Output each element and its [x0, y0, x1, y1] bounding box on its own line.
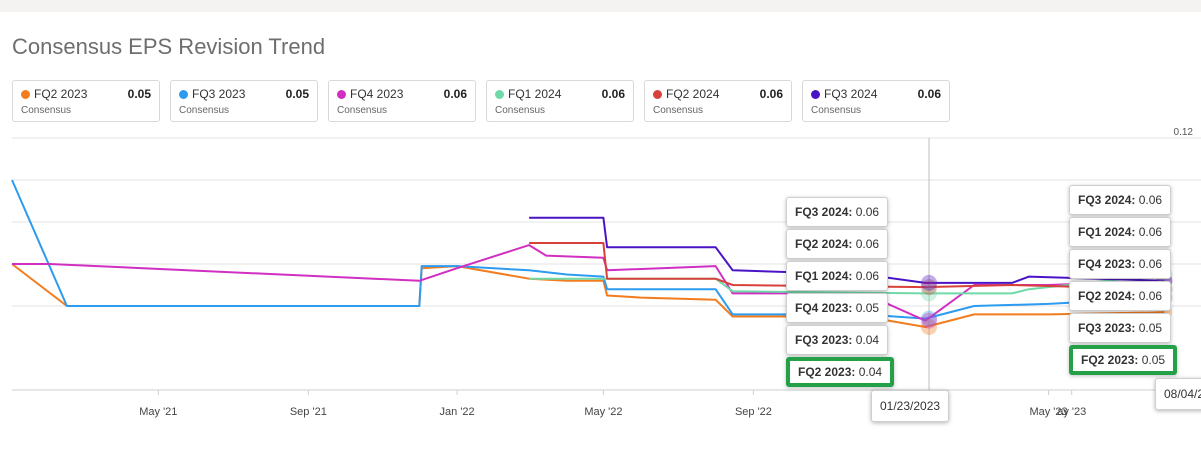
tooltip-row: FQ2 2024: 0.06: [1069, 281, 1172, 311]
legend-series-value: 0.06: [759, 87, 783, 101]
tooltip-row: FQ2 2023: 0.05: [1069, 345, 1178, 375]
legend-color-dot: [179, 90, 188, 99]
legend-color-dot: [495, 90, 504, 99]
tooltip-series-value: 0.05: [1138, 353, 1166, 367]
tooltip-row: FQ3 2023: 0.05: [1069, 313, 1172, 343]
legend-color-dot: [653, 90, 662, 99]
legend-series-value: 0.06: [917, 87, 941, 101]
hover-marker: [921, 279, 938, 296]
legend-item-fq2-2023[interactable]: FQ2 2023 0.05 Consensus: [12, 80, 160, 122]
tooltip-row: FQ1 2024: 0.06: [1069, 217, 1172, 247]
x-tick-label: Sep '21: [290, 406, 327, 418]
tooltip-series-value: 0.06: [1135, 193, 1163, 207]
legend-color-dot: [811, 90, 820, 99]
legend-series-value: 0.06: [601, 87, 625, 101]
hover-marker: [921, 312, 938, 329]
tooltip-series-value: 0.04: [852, 333, 880, 347]
legend-series-sub: Consensus: [21, 105, 72, 116]
legend-series-name: FQ2 2023: [34, 87, 88, 101]
tooltip-series-value: 0.06: [1135, 257, 1163, 271]
tooltip-series-value: 0.05: [852, 301, 880, 315]
hover-marker: [921, 310, 938, 327]
tooltip-row: FQ3 2023: 0.04: [786, 325, 889, 355]
tooltip-series-name: FQ2 2024:: [795, 237, 853, 251]
tooltip-series-name: FQ1 2024:: [795, 269, 853, 283]
tooltip-series-name: FQ3 2023:: [1078, 321, 1136, 335]
tooltip-series-name: FQ2 2023:: [1081, 353, 1139, 367]
tooltip-row: FQ2 2024: 0.06: [786, 229, 889, 259]
tooltip-row: FQ1 2024: 0.06: [786, 261, 889, 291]
legend-series-sub: Consensus: [653, 105, 704, 116]
tooltip-series-value: 0.06: [852, 269, 880, 283]
x-tick-label: ay '23: [1057, 406, 1086, 418]
tooltip-series-value: 0.06: [1135, 289, 1163, 303]
crosshair-date-right: 08/04/2: [1155, 378, 1201, 410]
legend-series-sub: Consensus: [337, 105, 388, 116]
tooltip-series-name: FQ4 2023:: [1078, 257, 1136, 271]
legend-series-value: 0.05: [285, 87, 309, 101]
legend-series-value: 0.05: [127, 87, 151, 101]
legend-color-dot: [21, 90, 30, 99]
y-axis-max-label: 0.12: [1174, 128, 1194, 138]
tooltip-series-value: 0.06: [1135, 225, 1163, 239]
legend-series-name: FQ3 2024: [824, 87, 878, 101]
legend-series-sub: Consensus: [811, 105, 862, 116]
legend-series-name: FQ4 2023: [350, 87, 404, 101]
legend-series-sub: Consensus: [495, 105, 546, 116]
tooltip-series-value: 0.06: [852, 205, 880, 219]
tooltip-row: FQ3 2024: 0.06: [786, 197, 889, 227]
tooltip-series-name: FQ3 2024:: [1078, 193, 1136, 207]
legend-series-name: FQ3 2023: [192, 87, 246, 101]
x-tick-label: Jan '22: [440, 406, 475, 418]
tooltip-row: FQ2 2023: 0.04: [786, 357, 895, 387]
legend-series-name: FQ1 2024: [508, 87, 562, 101]
chart-title: Consensus EPS Revision Trend: [12, 34, 326, 59]
tooltip-series-name: FQ3 2024:: [795, 205, 853, 219]
tooltip-row: FQ4 2023: 0.06: [1069, 249, 1172, 279]
series-line-fq3-2023: [11, 179, 1165, 320]
hover-marker: [921, 319, 938, 335]
legend-series-sub: Consensus: [179, 105, 230, 116]
legend-item-fq4-2023[interactable]: FQ4 2023 0.06 Consensus: [328, 80, 476, 122]
hover-marker: [921, 285, 938, 302]
tooltip-series-value: 0.05: [1135, 321, 1163, 335]
crosshair-date-left: 01/23/2023: [871, 390, 950, 422]
legend-item-fq3-2024[interactable]: FQ3 2024 0.06 Consensus: [802, 80, 950, 122]
series-line-fq2-2023: [11, 263, 1165, 328]
tooltip-series-value: 0.04: [855, 365, 883, 379]
x-tick-label: May '22: [584, 406, 622, 418]
x-tick-label: Sep '22: [735, 406, 772, 418]
tooltip-series-name: FQ2 2023:: [798, 365, 856, 379]
tooltip-series-name: FQ1 2024:: [1078, 225, 1136, 239]
legend-item-fq2-2024[interactable]: FQ2 2024 0.06 Consensus: [644, 80, 792, 122]
series-line-fq2-2024: [529, 242, 1165, 291]
top-bar: [0, 0, 1201, 12]
tooltip-row: FQ3 2024: 0.06: [1069, 185, 1172, 215]
legend-color-dot: [337, 90, 346, 99]
legend-series-value: 0.06: [443, 87, 467, 101]
tooltip-series-name: FQ4 2023:: [795, 301, 853, 315]
x-tick-label: May '21: [139, 406, 177, 418]
legend-item-fq1-2024[interactable]: FQ1 2024 0.06 Consensus: [486, 80, 634, 122]
hover-marker: [921, 274, 938, 291]
legend-series-name: FQ2 2024: [666, 87, 720, 101]
tooltip-series-name: FQ2 2024:: [1078, 289, 1136, 303]
tooltip-series-name: FQ3 2023:: [795, 333, 853, 347]
tooltip-row: FQ4 2023: 0.05: [786, 293, 889, 323]
tooltip-series-value: 0.06: [852, 237, 880, 251]
legend-item-fq3-2023[interactable]: FQ3 2023 0.05 Consensus: [170, 80, 318, 122]
x-tick-label: May '23: [1029, 406, 1067, 418]
